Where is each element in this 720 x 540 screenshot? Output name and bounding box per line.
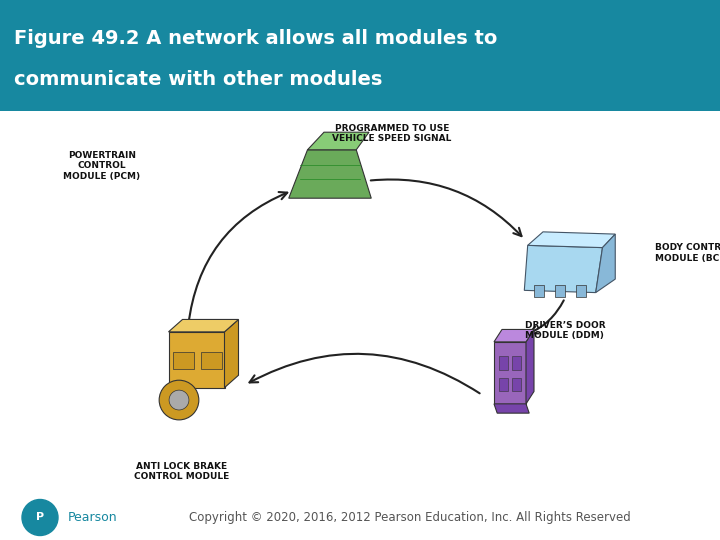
Circle shape bbox=[22, 500, 58, 536]
Polygon shape bbox=[225, 320, 238, 388]
Bar bbox=[512, 356, 521, 370]
Text: communicate with other modules: communicate with other modules bbox=[14, 70, 382, 89]
Polygon shape bbox=[307, 132, 369, 150]
Text: DRIVER’S DOOR
MODULE (DDM): DRIVER’S DOOR MODULE (DDM) bbox=[525, 321, 606, 340]
Text: Copyright © 2020, 2016, 2012 Pearson Education, Inc. All Rights Reserved: Copyright © 2020, 2016, 2012 Pearson Edu… bbox=[189, 511, 631, 524]
Text: PROGRAMMED TO USE
VEHICLE SPEED SIGNAL: PROGRAMMED TO USE VEHICLE SPEED SIGNAL bbox=[333, 124, 451, 143]
Polygon shape bbox=[526, 329, 534, 404]
Text: POWERTRAIN
CONTROL
MODULE (PCM): POWERTRAIN CONTROL MODULE (PCM) bbox=[63, 151, 140, 180]
Text: ANTI LOCK BRAKE
CONTROL MODULE: ANTI LOCK BRAKE CONTROL MODULE bbox=[135, 462, 230, 481]
Polygon shape bbox=[494, 404, 529, 413]
Bar bbox=[499, 378, 508, 392]
Bar bbox=[555, 285, 565, 297]
Bar bbox=[576, 285, 586, 297]
Polygon shape bbox=[524, 245, 603, 293]
Polygon shape bbox=[168, 320, 238, 332]
Polygon shape bbox=[528, 232, 616, 248]
Text: P: P bbox=[36, 512, 44, 523]
Text: Pearson: Pearson bbox=[68, 511, 117, 524]
Polygon shape bbox=[595, 234, 616, 293]
Bar bbox=[174, 352, 194, 369]
Bar bbox=[202, 352, 222, 369]
Polygon shape bbox=[494, 329, 534, 342]
Polygon shape bbox=[168, 332, 225, 388]
Text: BODY CONTROL
MODULE (BCM): BODY CONTROL MODULE (BCM) bbox=[655, 243, 720, 262]
Circle shape bbox=[159, 380, 199, 420]
Polygon shape bbox=[494, 342, 526, 404]
Bar bbox=[512, 378, 521, 392]
Text: Figure 49.2 A network allows all modules to: Figure 49.2 A network allows all modules… bbox=[14, 29, 498, 48]
Polygon shape bbox=[289, 150, 372, 198]
Bar bbox=[534, 285, 544, 297]
Circle shape bbox=[169, 390, 189, 410]
Bar bbox=[499, 356, 508, 370]
Bar bbox=[0, 0, 720, 111]
